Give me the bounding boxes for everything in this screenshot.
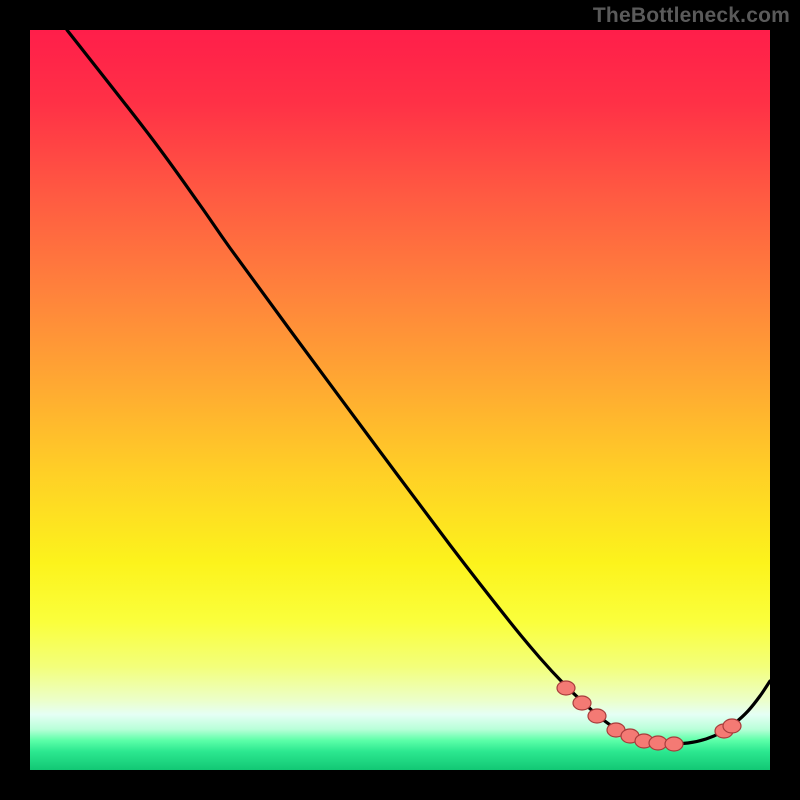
watermark-text: TheBottleneck.com (593, 4, 790, 28)
curve-marker (557, 681, 575, 695)
bottleneck-curve (67, 30, 770, 744)
curve-marker (723, 719, 741, 733)
curve-layer (30, 30, 770, 770)
chart-plot-area (30, 30, 770, 770)
curve-marker (649, 736, 667, 750)
curve-marker (573, 696, 591, 710)
curve-marker (588, 709, 606, 723)
curve-marker (665, 737, 683, 751)
